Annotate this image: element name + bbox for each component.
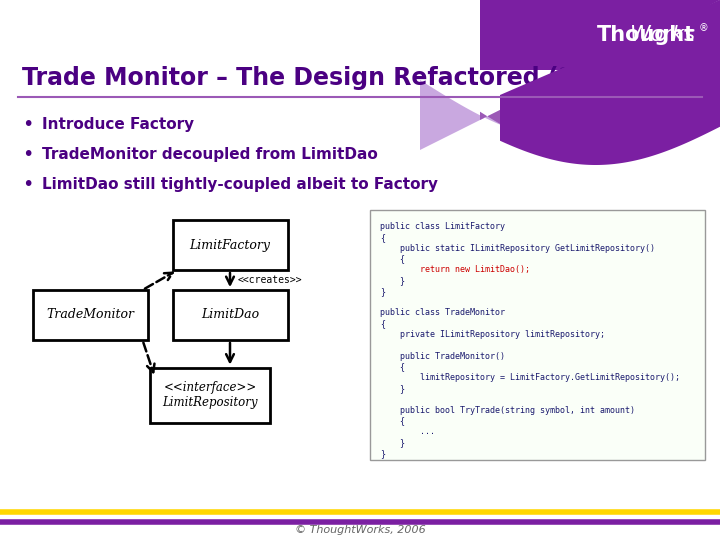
- Text: LimitFactory: LimitFactory: [189, 239, 271, 252]
- FancyBboxPatch shape: [32, 290, 148, 340]
- Polygon shape: [420, 0, 720, 150]
- Text: Trade Monitor – The Design Refactored (2): Trade Monitor – The Design Refactored (2…: [22, 66, 586, 90]
- Text: public TradeMonitor(): public TradeMonitor(): [380, 352, 505, 361]
- Text: © ThoughtWorks, 2006: © ThoughtWorks, 2006: [294, 525, 426, 535]
- Text: public bool TryTrade(string symbol, int amount): public bool TryTrade(string symbol, int …: [380, 406, 635, 415]
- Text: Introduce Factory: Introduce Factory: [42, 118, 194, 132]
- FancyBboxPatch shape: [173, 220, 287, 270]
- Text: TradeMonitor decoupled from LimitDao: TradeMonitor decoupled from LimitDao: [42, 147, 378, 163]
- Text: public class LimitFactory: public class LimitFactory: [380, 222, 505, 231]
- Text: }: }: [380, 438, 405, 447]
- Text: }: }: [380, 287, 385, 296]
- Text: •: •: [22, 176, 34, 194]
- Text: {: {: [380, 254, 405, 264]
- Text: public class TradeMonitor: public class TradeMonitor: [380, 308, 505, 318]
- Text: }: }: [380, 449, 385, 458]
- Text: {: {: [380, 416, 405, 426]
- Text: }: }: [380, 384, 405, 393]
- Text: <<creates>>: <<creates>>: [238, 275, 302, 285]
- Text: TradeMonitor: TradeMonitor: [46, 308, 134, 321]
- FancyBboxPatch shape: [480, 0, 720, 70]
- FancyBboxPatch shape: [150, 368, 270, 422]
- Text: {: {: [380, 233, 385, 242]
- Text: public static ILimitRepository GetLimitRepository(): public static ILimitRepository GetLimitR…: [380, 244, 655, 253]
- Text: ®: ®: [699, 23, 708, 33]
- Text: Thought: Thought: [597, 25, 695, 45]
- Text: ...: ...: [380, 427, 435, 436]
- Text: limitRepository = LimitFactory.GetLimitRepository();: limitRepository = LimitFactory.GetLimitR…: [380, 373, 680, 382]
- Text: •: •: [22, 145, 34, 165]
- Text: LimitDao still tightly-coupled albeit to Factory: LimitDao still tightly-coupled albeit to…: [42, 178, 438, 192]
- Text: return new LimitDao();: return new LimitDao();: [380, 265, 530, 274]
- FancyBboxPatch shape: [173, 290, 287, 340]
- FancyBboxPatch shape: [370, 210, 705, 460]
- Polygon shape: [500, 0, 720, 165]
- Polygon shape: [480, 0, 720, 155]
- Text: <<interface>>
LimitRepository: <<interface>> LimitRepository: [162, 381, 258, 409]
- Text: }: }: [380, 276, 405, 285]
- Text: Works: Works: [577, 25, 695, 45]
- Text: {: {: [380, 362, 405, 372]
- Text: {: {: [380, 319, 385, 328]
- Text: private ILimitRepository limitRepository;: private ILimitRepository limitRepository…: [380, 330, 605, 339]
- Text: •: •: [22, 116, 34, 134]
- Text: LimitDao: LimitDao: [201, 308, 259, 321]
